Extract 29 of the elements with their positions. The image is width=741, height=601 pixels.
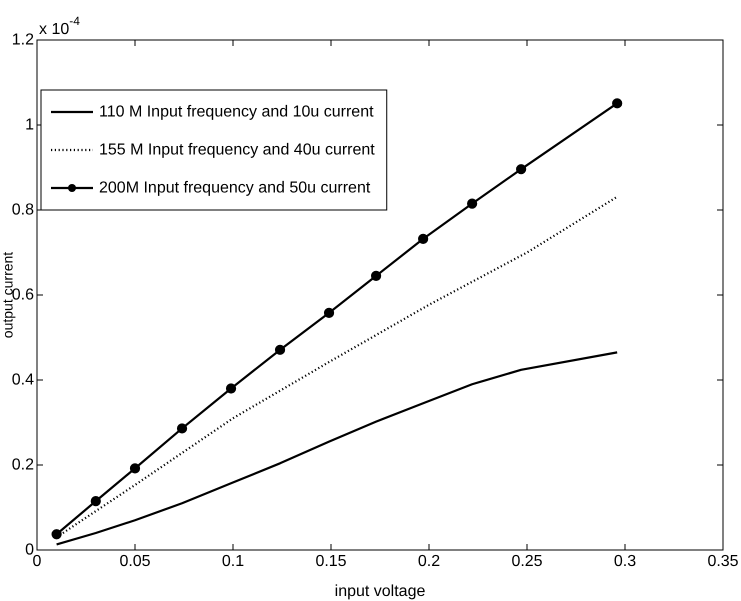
- legend-label: 110 M Input frequency and 10u current: [99, 103, 374, 120]
- point: [226, 383, 236, 394]
- point: [418, 234, 428, 244]
- y-tick-label: 0.8: [12, 201, 34, 218]
- x-tick-label: 0.05: [119, 553, 151, 570]
- legend-label: 200M Input frequency and 50u current: [99, 179, 371, 196]
- y-tick-label: 0: [25, 541, 34, 558]
- point: [516, 164, 526, 174]
- point: [274, 344, 286, 355]
- x-tick-label: 0.3: [614, 553, 636, 570]
- legend-label: 155 M Input frequency and 40u current: [99, 141, 376, 158]
- y-tick-label: 0.2: [12, 456, 34, 474]
- point: [370, 270, 382, 281]
- point: [52, 529, 62, 540]
- point: [467, 198, 478, 209]
- x-tick-label: 0.2: [418, 553, 440, 570]
- point: [176, 423, 188, 434]
- point: [612, 98, 622, 108]
- point: [90, 496, 101, 506]
- x-tick-label: 0.25: [511, 553, 543, 570]
- y-tick-label: 1.2: [12, 31, 34, 48]
- x-tick-label: 0.1: [222, 553, 244, 570]
- point: [324, 308, 334, 318]
- x-tick-label: 0.35: [707, 553, 739, 570]
- x-tick-label: 0.15: [315, 553, 347, 570]
- y-tick-label: 1: [25, 116, 34, 134]
- point: [130, 463, 140, 474]
- y-tick-label: 0.4: [12, 371, 34, 388]
- x-axis-title: input voltage: [334, 582, 426, 600]
